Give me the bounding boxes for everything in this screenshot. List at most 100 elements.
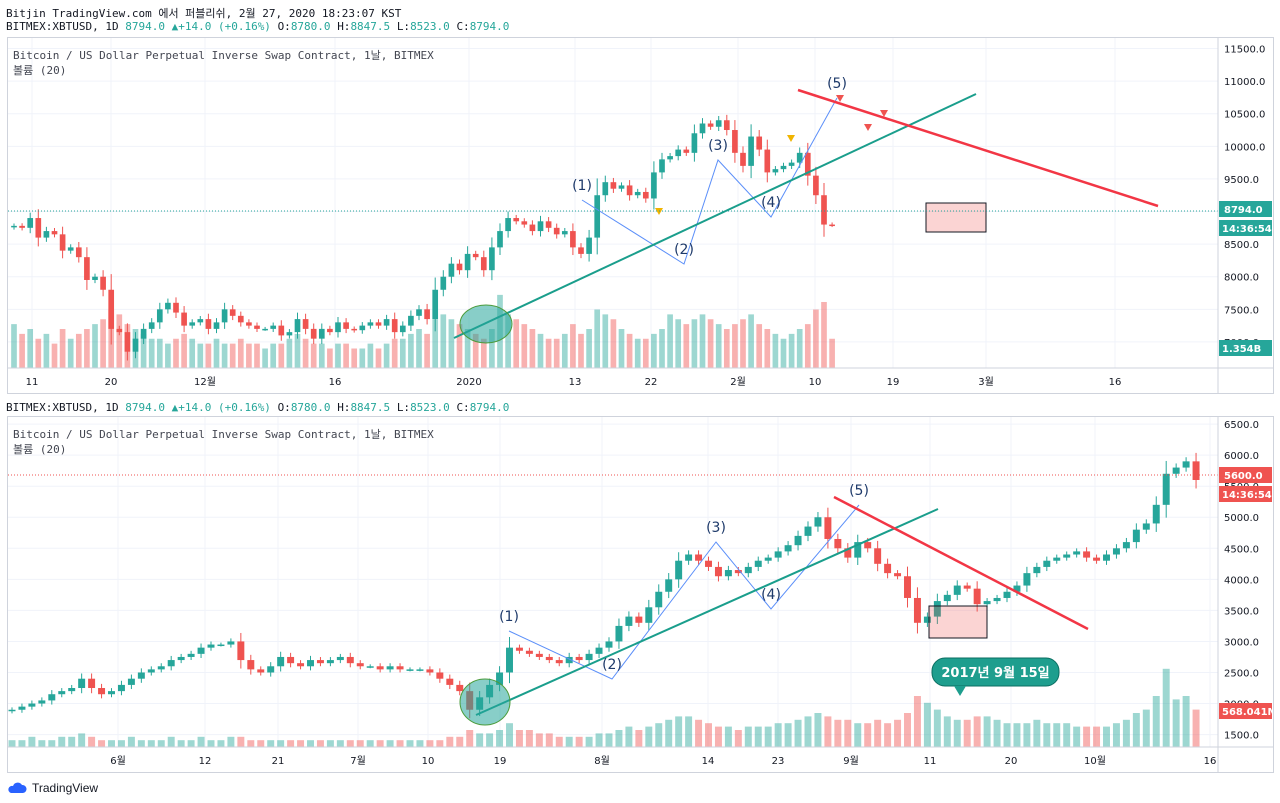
volume-bar (376, 740, 384, 747)
candle-body (496, 672, 504, 685)
volume-bar (78, 733, 86, 747)
volume-bar (813, 309, 819, 368)
candle-body (545, 221, 552, 228)
candle-body (351, 328, 358, 331)
x-tick-label: 2020 (456, 377, 481, 388)
volume-bar (247, 740, 255, 747)
volume-bar (356, 740, 364, 747)
support-trend-line (475, 508, 939, 716)
last-price-tag-label: 8794.0 (1224, 205, 1263, 216)
candle-body (963, 585, 971, 589)
candle-body (464, 253, 471, 271)
candle-body (229, 309, 236, 316)
low-value-bottom: 8523.0 (410, 401, 450, 414)
candle-body (189, 322, 196, 326)
volume-bar (343, 343, 349, 368)
candle-body (367, 322, 374, 326)
open-label-bottom: O: (277, 401, 291, 414)
volume-bar (277, 740, 285, 747)
x-tick-label: 10 (809, 377, 822, 388)
candle-body (651, 172, 657, 199)
candle-body (561, 231, 568, 235)
volume-bar (505, 314, 511, 368)
volume-bar (804, 324, 811, 368)
y-tick-label: 8500.0 (1224, 240, 1259, 251)
candle-body (1162, 473, 1170, 505)
volume-bar (88, 736, 96, 747)
volume-bar (953, 719, 961, 747)
volume-indicator-label: 볼륨 (20) (13, 64, 66, 77)
volume-bar (416, 329, 422, 368)
candle-body (521, 221, 528, 225)
candle-body (844, 548, 852, 558)
candle-body (714, 566, 722, 577)
candle-body (884, 563, 892, 574)
volume-bar (297, 740, 305, 747)
volume-bar (667, 314, 673, 368)
candle-body (383, 319, 390, 326)
volume-bar (406, 740, 414, 747)
volume-bar (197, 736, 205, 747)
x-tick-label: 21 (272, 756, 285, 767)
candle-body (525, 650, 533, 654)
candle-body (124, 332, 131, 352)
candle-body (667, 156, 673, 160)
volume-bar (237, 736, 245, 747)
candle-body (824, 517, 832, 539)
volume-bar (618, 329, 625, 368)
volume-bar (140, 333, 147, 368)
volume-bar (165, 343, 171, 368)
x-tick-label: 11 (924, 756, 937, 767)
candle-body (537, 221, 544, 232)
volume-bar (734, 730, 742, 747)
volume-bar (205, 343, 212, 368)
candle-body (813, 175, 819, 196)
candle-body (555, 660, 563, 664)
candle-body (585, 653, 593, 661)
x-tick-label: 12월 (194, 376, 216, 388)
low-label-bottom: L: (396, 401, 411, 414)
volume-bar (75, 333, 82, 368)
candle-body (513, 218, 520, 222)
volume-bar (545, 338, 552, 368)
volume-bar (707, 319, 714, 368)
candle-body (277, 656, 285, 667)
volume-bar (625, 726, 633, 747)
volume-bar (187, 740, 195, 747)
candle-body (287, 656, 295, 664)
candle-body (780, 165, 787, 170)
volume-bar (51, 343, 58, 368)
candle-body (1053, 557, 1061, 561)
y-tick-label: 10000.0 (1224, 142, 1265, 153)
candle-body (416, 669, 424, 671)
candle-body (1122, 542, 1130, 549)
candle-body (675, 560, 683, 580)
chart-panel-bottom[interactable]: (1)(2)(3)(4)(5)1500.02000.02500.03000.03… (7, 416, 1274, 773)
candle-body (515, 647, 523, 651)
volume-bar (804, 716, 812, 747)
chart-svg-bottom[interactable]: (1)(2)(3)(4)(5)1500.02000.02500.03000.03… (8, 417, 1273, 772)
candle-body (1142, 523, 1150, 530)
volume-bar (408, 333, 414, 368)
volume-bar (278, 343, 285, 368)
volume-bar (699, 314, 706, 368)
volume-bar (525, 730, 533, 747)
candle-body (197, 319, 204, 323)
candle-body (923, 616, 931, 623)
volume-bar (8, 740, 16, 747)
volume-bar (396, 740, 404, 747)
candle-body (92, 276, 98, 280)
candle-body (262, 328, 268, 331)
publish-header: Bitjin TradingView.com 에서 퍼블리쉬, 2월 27, 2… (0, 0, 1280, 36)
candle-body (336, 656, 344, 661)
date-callout-pointer (954, 686, 966, 696)
chart-title: Bitcoin / US Dollar Perpetual Inverse Sw… (13, 428, 434, 441)
chart-title: Bitcoin / US Dollar Perpetual Inverse Sw… (13, 49, 434, 62)
volume-bar (383, 343, 390, 368)
chart-svg-top[interactable]: (1)(2)(3)(4)(5)7000.07500.08000.08500.09… (8, 38, 1273, 393)
volume-bar (691, 319, 698, 368)
volume-bar (416, 740, 424, 747)
elliott-wave-path (581, 97, 838, 265)
chart-panel-top[interactable]: (1)(2)(3)(4)(5)7000.07500.08000.08500.09… (7, 37, 1274, 394)
volume-bar (1093, 726, 1101, 747)
